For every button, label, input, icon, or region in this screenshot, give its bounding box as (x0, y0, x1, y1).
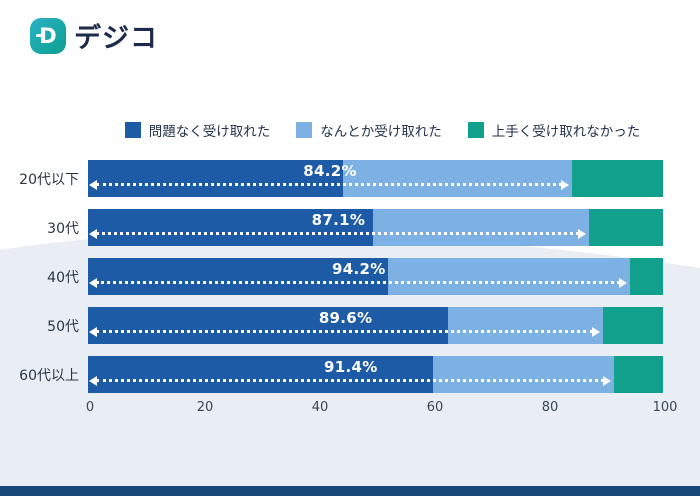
legend-swatch-icon (467, 122, 484, 138)
percentage-label: 94.2% (332, 260, 386, 278)
legend-item: なんとか受け取れた (296, 120, 442, 140)
bar-segment (447, 307, 604, 344)
x-tick-label: 0 (85, 400, 95, 415)
stacked-bar: 87.1% (88, 209, 663, 246)
stacked-bar: 89.6% (88, 307, 663, 344)
category-label: 50代 (47, 318, 79, 335)
x-tick-label: 20 (196, 400, 214, 415)
logo: D デジコ (30, 16, 158, 55)
percentage-label: 91.4% (323, 358, 378, 376)
stacked-bar: 91.4% (88, 356, 663, 393)
percentage-label: 84.2% (303, 162, 357, 180)
span-arrow-icon (89, 228, 586, 239)
legend-label: なんとか受け取れた (320, 124, 442, 140)
x-axis: 0 20 40 60 80 100 (86, 400, 678, 420)
bar-segment (433, 356, 614, 393)
legend-item: 上手く受け取れなかった (467, 120, 641, 140)
footer-strip (0, 486, 700, 496)
bar-row: 50代 89.6% (2, 307, 663, 344)
x-tick-label: 80 (541, 400, 559, 415)
x-tick-label: 60 (426, 400, 444, 415)
category-label: 30代 (47, 220, 79, 237)
bar-segment (388, 258, 630, 295)
bar-segment (603, 307, 663, 344)
stacked-bar: 84.2% (88, 160, 663, 197)
bars-area: 20代以下 84.2% 30代 87.1% 40代 94.2% 50代 89.6% 60代以上 9… (2, 160, 663, 405)
bar-row: 40代 94.2% (2, 258, 663, 295)
category-label: 60代以上 (19, 367, 79, 384)
span-arrow-icon (89, 375, 611, 386)
bar-segment (88, 209, 374, 246)
bar-segment (373, 209, 589, 246)
legend-label: 上手く受け取れなかった (491, 124, 641, 140)
x-tick-label: 100 (652, 400, 678, 415)
bar-segment (88, 307, 448, 344)
bar-segment (88, 160, 343, 197)
legend-swatch-icon (296, 122, 313, 138)
legend: 問題なく受け取れた なんとか受け取れた 上手く受け取れなかった (90, 120, 675, 140)
bar-segment (588, 209, 663, 246)
bar-segment (613, 356, 663, 393)
brand-name: デジコ (74, 23, 158, 54)
span-arrow-icon (89, 277, 627, 288)
bar-row: 60代以上 91.4% (2, 356, 663, 393)
span-arrow-icon (88, 179, 570, 190)
percentage-label: 87.1% (311, 211, 366, 229)
category-label: 20代以下 (19, 171, 79, 188)
stacked-bar: 94.2% (88, 258, 663, 295)
bar-segment (629, 258, 663, 295)
legend-item: 問題なく受け取れた (124, 120, 271, 140)
span-arrow-icon (88, 326, 601, 337)
x-tick-label: 40 (311, 400, 329, 415)
legend-swatch-icon (124, 122, 141, 138)
bar-segment (88, 356, 433, 393)
bar-row: 20代以下 84.2% (2, 160, 663, 197)
digico-logo-icon: D (30, 17, 66, 54)
bar-segment (342, 160, 573, 197)
bar-row: 30代 87.1% (2, 209, 663, 246)
percentage-label: 89.6% (318, 309, 373, 327)
bar-segment (88, 258, 389, 295)
bar-segment (572, 160, 663, 197)
legend-label: 問題なく受け取れた (148, 124, 271, 140)
category-label: 40代 (47, 269, 79, 286)
